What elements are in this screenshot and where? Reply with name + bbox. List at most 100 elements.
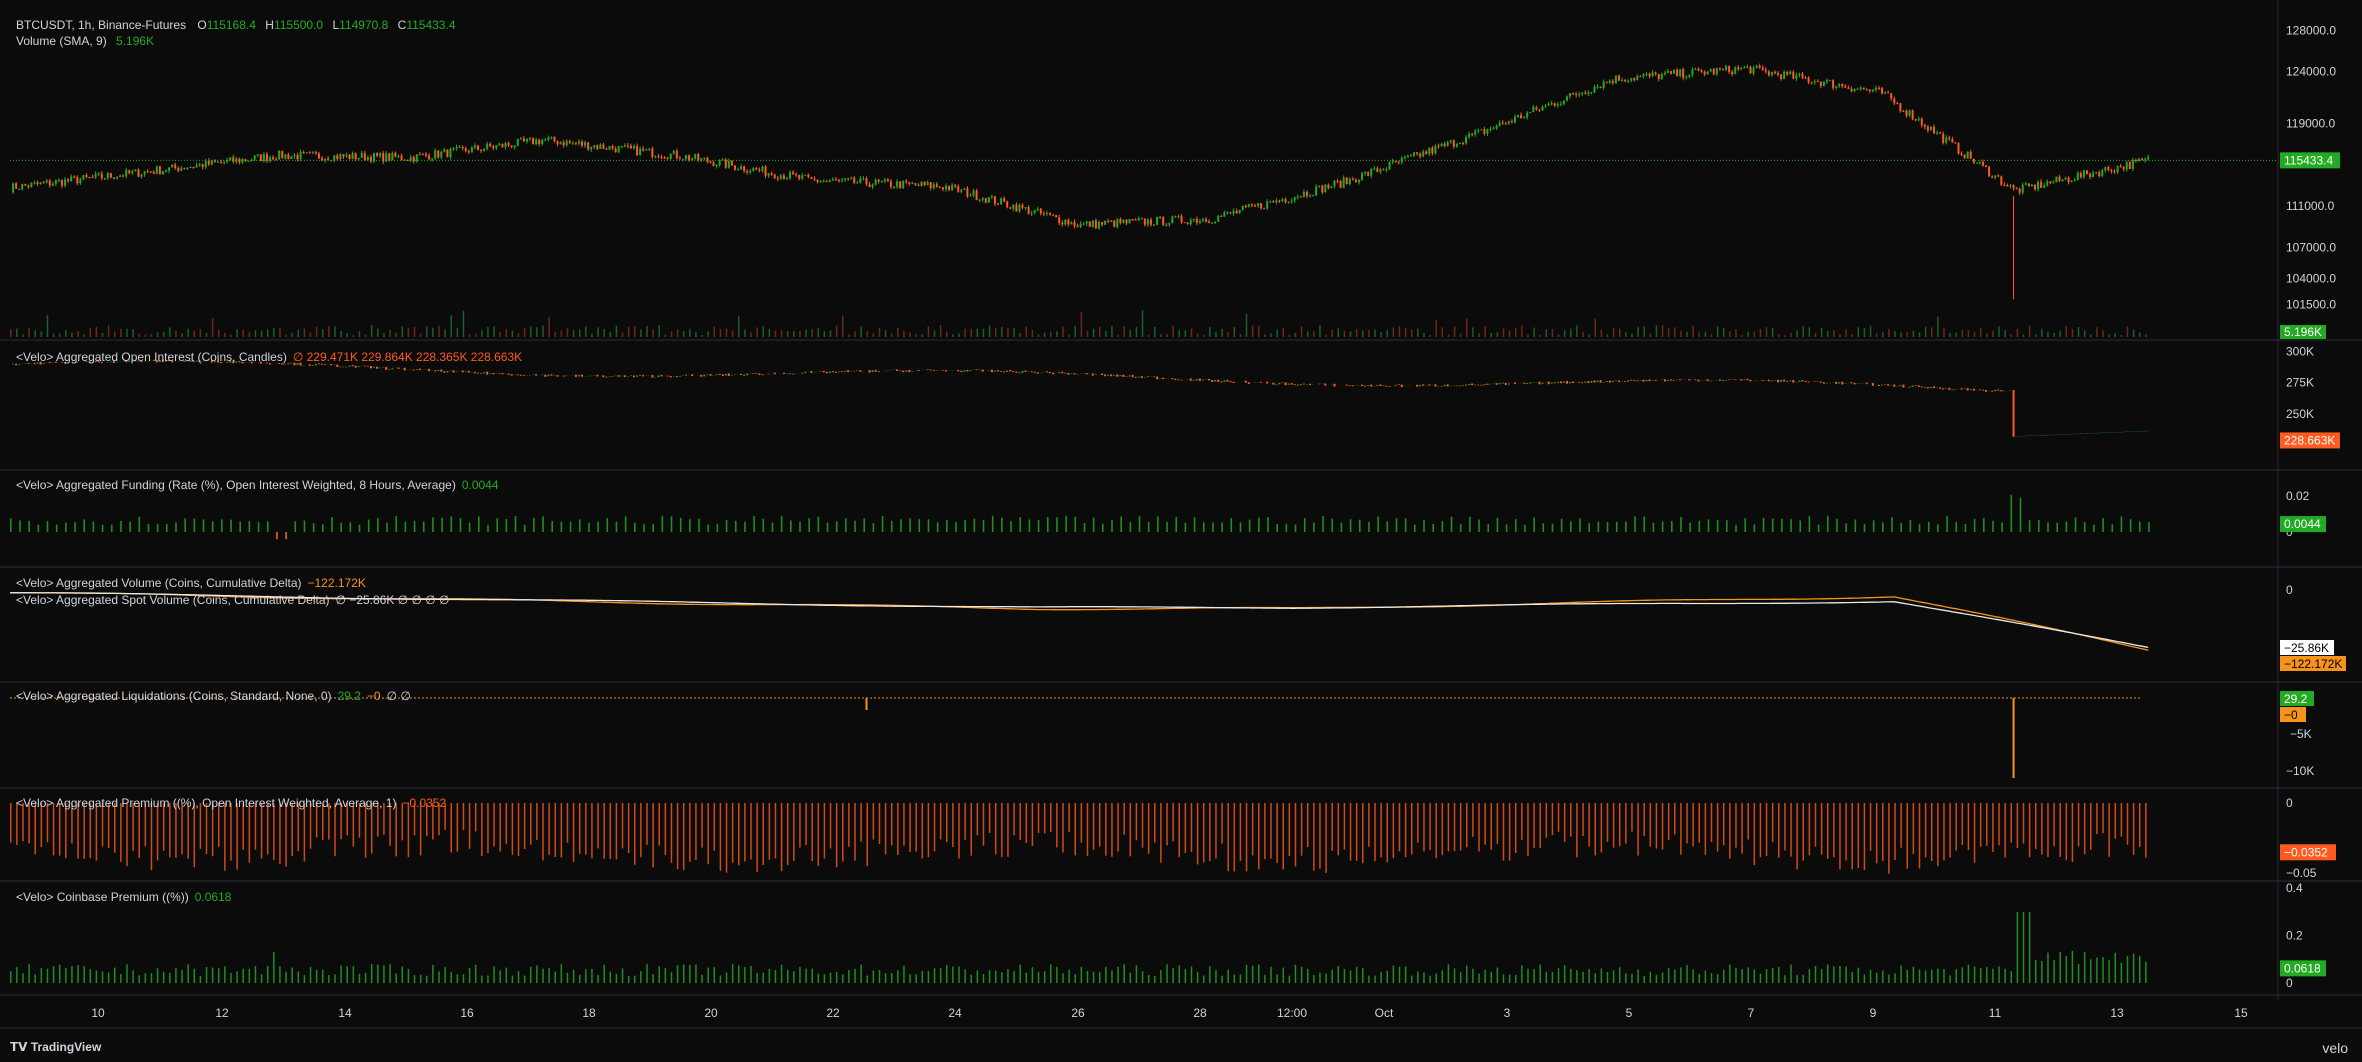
- funding-value: 0.0044: [461, 478, 499, 492]
- tradingview-logo[interactable]: 𝗧𝗩 TradingView: [10, 1040, 101, 1054]
- volume-bar: [1790, 332, 1792, 337]
- cb-bar: [1459, 972, 1462, 983]
- price-candle: [137, 169, 140, 177]
- premium-bar: [682, 803, 685, 871]
- premium-bar: [725, 803, 728, 873]
- cb-bar: [1631, 973, 1633, 983]
- spot-legend: <Velo> Aggregated Spot Volume (Coins, Cu…: [16, 593, 450, 607]
- price-candle: [957, 186, 960, 192]
- volume-bar: [585, 326, 587, 337]
- premium-bar: [829, 803, 832, 849]
- price-candle: [425, 154, 428, 156]
- price-candle: [694, 154, 697, 159]
- premium-bar: [1466, 803, 1468, 848]
- funding-bar: [799, 521, 801, 532]
- time-tick-label: 26: [1071, 1006, 1085, 1020]
- cb-bar: [1582, 971, 1584, 983]
- price-candle: [825, 180, 828, 182]
- price-candle: [935, 184, 938, 187]
- price-candle: [1088, 221, 1091, 227]
- price-tick-label: 107000.0: [2286, 241, 2336, 255]
- price-candle: [382, 153, 385, 162]
- volume-bar: [1588, 334, 1590, 337]
- volume-bar: [2065, 326, 2068, 337]
- volume-bar: [1037, 334, 1040, 337]
- funding-bar: [826, 522, 829, 532]
- cb-title: <Velo> Coinbase Premium ((%)): [16, 890, 189, 904]
- premium-bar: [40, 803, 43, 848]
- funding-bar: [1092, 517, 1095, 532]
- volume-bar: [1735, 329, 1737, 337]
- volume-bar: [2016, 328, 2019, 337]
- price-candle: [1905, 110, 1908, 116]
- premium-bar: [334, 803, 336, 857]
- premium-bar: [1833, 803, 1835, 858]
- high-value: 115500.0: [273, 18, 324, 32]
- funding-bar: [1322, 516, 1324, 532]
- price-candle: [48, 180, 51, 186]
- price-candle: [2055, 176, 2058, 183]
- cb-bar: [536, 965, 538, 983]
- price-candle: [1321, 185, 1324, 193]
- volume-bar: [462, 310, 465, 337]
- price-candle: [1174, 216, 1177, 218]
- premium-bar: [1331, 803, 1333, 851]
- price-candle: [1134, 219, 1137, 221]
- funding-bar: [441, 517, 443, 532]
- price-candle: [1266, 201, 1269, 209]
- cb-bar: [120, 974, 122, 983]
- price-candle: [1342, 177, 1345, 188]
- funding-bar: [991, 515, 994, 532]
- price-candle: [489, 143, 492, 147]
- price-candle: [1223, 212, 1226, 217]
- premium-bar: [169, 803, 171, 858]
- price-candle: [1079, 223, 1082, 227]
- premium-bar: [640, 803, 642, 858]
- volume-bar: [2090, 334, 2092, 337]
- time-tick-label: 12:00: [1277, 1006, 1307, 1020]
- price-candle: [951, 184, 954, 191]
- volume-bar: [1625, 332, 1627, 337]
- price-candle: [354, 153, 357, 160]
- price-candle: [831, 179, 834, 181]
- price-candle: [1972, 158, 1975, 163]
- price-candle: [905, 180, 908, 182]
- price-candle: [639, 148, 642, 156]
- cb-bar: [22, 973, 24, 983]
- price-candle: [1391, 161, 1394, 163]
- price-candle: [602, 144, 605, 149]
- cb-bar: [1796, 975, 1798, 983]
- funding-bar: [661, 515, 664, 532]
- cb-bar: [585, 969, 587, 983]
- price-candle: [651, 148, 654, 157]
- premium-last-tag-label: −0.0352: [2284, 845, 2328, 859]
- price-candle: [495, 145, 498, 149]
- premium-bar: [493, 803, 495, 847]
- price-candle: [993, 196, 996, 204]
- price-candle: [2104, 167, 2107, 171]
- volume-bar: [1839, 333, 1841, 337]
- cb-bar: [2120, 962, 2123, 983]
- volume-bar: [1300, 326, 1303, 337]
- price-candle: [1865, 89, 1868, 91]
- price-candle: [1951, 138, 1954, 143]
- funding-bar: [1698, 520, 1701, 532]
- price-candle: [859, 178, 862, 183]
- price-candle: [1786, 71, 1789, 75]
- price-candle: [1149, 219, 1152, 225]
- premium-bar: [982, 803, 985, 846]
- cb-bar: [46, 968, 49, 983]
- premium-bar: [71, 803, 73, 844]
- volume-bar: [2047, 331, 2049, 337]
- cb-bar: [609, 971, 612, 983]
- cb-bar: [1453, 968, 1456, 983]
- cb-bar: [1753, 969, 1756, 983]
- cb-bar: [1098, 971, 1101, 983]
- funding-bar: [1670, 521, 1673, 532]
- volume-bar: [591, 333, 593, 337]
- price-candle: [1777, 72, 1780, 75]
- cb-bar: [988, 970, 991, 983]
- cb-bar: [438, 971, 440, 983]
